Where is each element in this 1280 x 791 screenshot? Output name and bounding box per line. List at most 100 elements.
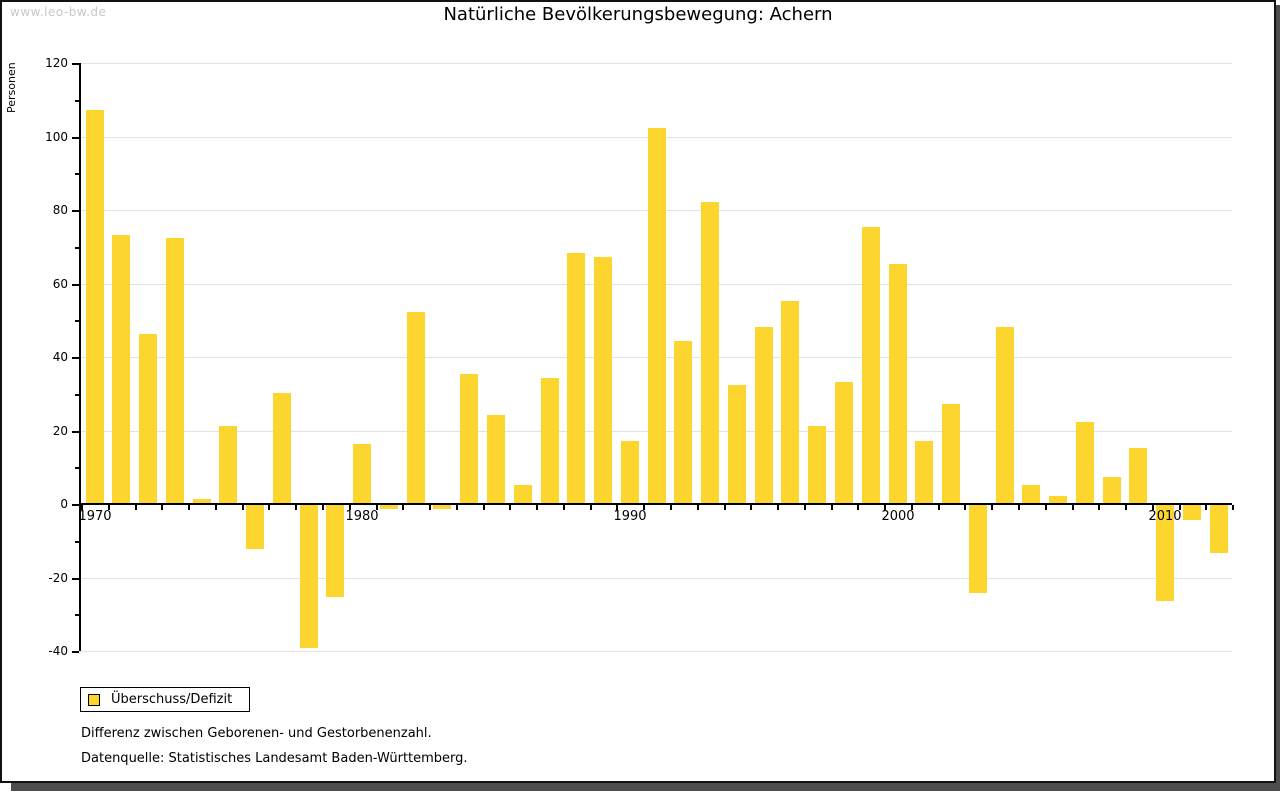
- y-tick: [72, 431, 79, 433]
- bar-2010: [1156, 505, 1174, 601]
- x-tick: [804, 505, 806, 510]
- y-tick-minor: [75, 394, 79, 396]
- y-tick-label: 60: [52, 277, 68, 291]
- x-tick: [911, 505, 913, 510]
- bar-1999: [862, 227, 880, 503]
- note-difference: Differenz zwischen Geborenen- und Gestor…: [81, 726, 432, 741]
- x-tick: [831, 505, 833, 510]
- bar-1985: [487, 415, 505, 503]
- x-axis-label: 1980: [345, 509, 379, 524]
- y-tick-label: -40: [48, 644, 68, 658]
- bar-2008: [1103, 477, 1121, 503]
- bar-1992: [674, 341, 692, 503]
- x-tick: [349, 505, 351, 510]
- y-tick: [72, 578, 79, 580]
- bar-2004: [996, 327, 1014, 503]
- bar-1984: [460, 374, 478, 503]
- bar-1997: [808, 426, 826, 503]
- y-axis-title: Personen: [5, 62, 18, 113]
- x-tick: [938, 505, 940, 510]
- x-tick: [750, 505, 752, 510]
- y-tick: [72, 210, 79, 212]
- x-tick: [295, 505, 297, 510]
- x-tick: [376, 505, 378, 510]
- watermark: www.leo-bw.de: [10, 5, 107, 19]
- legend-label: Überschuss/Defizit: [111, 692, 233, 707]
- x-tick: [215, 505, 217, 510]
- y-tick: [72, 63, 79, 65]
- frame-shadow-right: [1276, 5, 1280, 791]
- bar-1995: [755, 327, 773, 503]
- y-tick: [72, 284, 79, 286]
- x-tick: [108, 505, 110, 510]
- x-tick: [1072, 505, 1074, 510]
- y-tick-minor: [75, 247, 79, 249]
- bar-1971: [112, 235, 130, 503]
- x-tick: [188, 505, 190, 510]
- bar-2003: [969, 505, 987, 593]
- x-tick: [161, 505, 163, 510]
- x-tick: [456, 505, 458, 510]
- bar-2007: [1076, 422, 1094, 503]
- x-tick: [777, 505, 779, 510]
- x-tick: [1125, 505, 1127, 510]
- bar-2012: [1210, 505, 1228, 553]
- y-tick: [72, 504, 79, 506]
- bar-1990: [621, 441, 639, 503]
- bar-1981: [380, 505, 398, 509]
- bar-1974: [193, 499, 211, 503]
- x-tick: [697, 505, 699, 510]
- note-datasource: Datenquelle: Statistisches Landesamt Bad…: [81, 751, 468, 766]
- x-tick: [1232, 505, 1234, 510]
- bar-1987: [541, 378, 559, 503]
- x-tick: [884, 505, 886, 510]
- frame-shadow-bottom: [11, 783, 1276, 791]
- x-tick: [268, 505, 270, 510]
- bar-1988: [567, 253, 585, 503]
- x-tick: [1045, 505, 1047, 510]
- x-tick: [563, 505, 565, 510]
- bar-1989: [594, 257, 612, 503]
- x-tick: [991, 505, 993, 510]
- x-tick: [1205, 505, 1207, 510]
- y-tick: [72, 357, 79, 359]
- y-tick-minor: [75, 541, 79, 543]
- bar-1975: [219, 426, 237, 503]
- x-axis-label: 2000: [881, 509, 915, 524]
- bar-1980: [353, 444, 371, 503]
- y-tick-label: 120: [45, 56, 68, 70]
- bar-1994: [728, 385, 746, 503]
- x-tick: [81, 505, 83, 510]
- bar-1983: [433, 505, 451, 509]
- x-tick: [429, 505, 431, 510]
- bar-1979: [326, 505, 344, 597]
- bar-1977: [273, 393, 291, 503]
- legend: Überschuss/Defizit: [80, 687, 250, 712]
- grid-line: [80, 651, 1232, 652]
- x-axis-label: 2010: [1148, 509, 1182, 524]
- x-tick: [483, 505, 485, 510]
- bar-1973: [166, 238, 184, 503]
- x-tick: [643, 505, 645, 510]
- y-axis-line: [79, 63, 81, 651]
- y-tick-minor: [75, 320, 79, 322]
- bar-2006: [1049, 496, 1067, 503]
- bar-1978: [300, 505, 318, 648]
- x-axis-label: 1990: [613, 509, 647, 524]
- grid-line: [80, 578, 1232, 579]
- x-tick: [590, 505, 592, 510]
- x-tick: [964, 505, 966, 510]
- x-tick: [1179, 505, 1181, 510]
- y-tick-minor: [75, 100, 79, 102]
- y-tick-label: 20: [52, 424, 68, 438]
- bar-1972: [139, 334, 157, 503]
- grid-line: [80, 63, 1232, 64]
- y-tick-label: -20: [48, 571, 68, 585]
- y-tick: [72, 137, 79, 139]
- y-tick-label: 40: [52, 350, 68, 364]
- x-axis-label: 1970: [78, 509, 112, 524]
- y-tick-minor: [75, 173, 79, 175]
- bar-1991: [648, 128, 666, 503]
- bar-1970: [86, 110, 104, 503]
